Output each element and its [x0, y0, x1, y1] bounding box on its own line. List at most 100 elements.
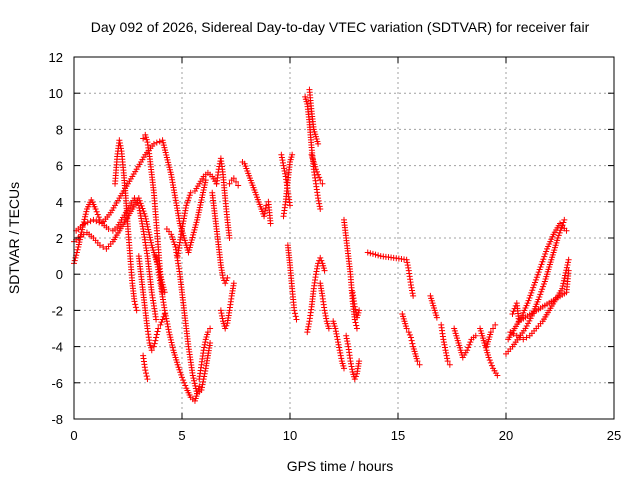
data-point	[538, 261, 545, 268]
data-point	[364, 249, 371, 256]
x-tick-label: 0	[70, 428, 77, 443]
data-point	[73, 249, 80, 256]
data-point	[167, 336, 174, 343]
data-point	[466, 341, 473, 348]
series-arc-am	[509, 267, 572, 325]
data-point	[185, 197, 192, 204]
data-marks	[71, 86, 572, 404]
data-point	[223, 277, 230, 284]
data-point	[317, 254, 324, 261]
data-point	[444, 358, 451, 365]
data-point	[179, 374, 185, 381]
x-axis-label: GPS time / hours	[287, 458, 394, 474]
data-point	[315, 195, 322, 202]
data-point	[338, 355, 345, 362]
y-tick-label: 8	[56, 122, 63, 137]
data-point	[81, 220, 88, 227]
data-point	[561, 216, 568, 223]
data-point	[189, 234, 196, 241]
series-arc-u	[306, 86, 322, 147]
data-point	[116, 139, 123, 146]
data-point	[526, 294, 533, 301]
data-point	[556, 229, 563, 236]
data-point	[133, 307, 140, 314]
data-point	[226, 235, 233, 241]
data-point	[535, 296, 542, 303]
data-point	[332, 328, 339, 335]
data-point	[555, 232, 562, 239]
data-point	[235, 182, 242, 189]
data-point	[416, 361, 423, 368]
data-point	[278, 154, 285, 161]
data-point	[492, 321, 499, 328]
data-point	[279, 159, 286, 166]
data-point	[153, 334, 160, 341]
data-point	[304, 326, 311, 333]
y-axis-label: SDTVAR / TECUs	[6, 182, 22, 294]
data-point	[196, 383, 203, 390]
data-point	[443, 349, 450, 356]
data-point	[488, 362, 495, 369]
data-point	[517, 334, 524, 341]
series-arc-y	[330, 318, 347, 372]
data-point	[138, 202, 145, 209]
data-point	[312, 166, 319, 173]
data-point	[157, 321, 164, 328]
data-point	[407, 282, 414, 289]
data-point	[261, 213, 268, 220]
data-point	[169, 233, 176, 240]
data-point	[292, 313, 299, 320]
data-point	[539, 258, 546, 265]
data-point	[185, 249, 192, 256]
data-point	[561, 275, 568, 282]
data-point	[352, 373, 359, 380]
data-point	[190, 231, 197, 238]
data-point	[140, 208, 147, 215]
data-point	[94, 211, 101, 218]
series-arc-w	[304, 254, 328, 336]
data-point	[145, 226, 152, 233]
series-arc-ae	[427, 292, 440, 321]
y-tick-label: 12	[49, 50, 63, 65]
data-point	[315, 171, 322, 178]
data-point	[202, 368, 209, 375]
data-point	[321, 267, 328, 274]
data-point	[356, 307, 363, 314]
data-point	[485, 354, 492, 361]
data-point	[565, 256, 572, 263]
data-point	[316, 200, 323, 207]
data-point	[170, 238, 177, 245]
data-point	[142, 367, 149, 374]
data-point	[150, 140, 157, 147]
data-point	[372, 251, 379, 258]
data-point	[192, 382, 199, 389]
data-point	[527, 292, 534, 299]
data-point	[332, 325, 339, 332]
data-point	[334, 336, 341, 343]
data-point	[163, 318, 170, 325]
series-arc-v	[308, 151, 326, 187]
data-point	[169, 344, 176, 351]
data-point	[146, 231, 153, 238]
x-tick-label: 15	[391, 428, 405, 443]
data-point	[131, 298, 138, 305]
data-point	[280, 162, 287, 169]
data-point	[187, 241, 194, 248]
data-point	[321, 307, 328, 314]
data-point	[322, 312, 329, 319]
data-point	[335, 341, 342, 348]
x-tick-label: 25	[607, 428, 621, 443]
data-point	[187, 189, 194, 196]
data-point	[153, 316, 160, 323]
data-point	[289, 151, 296, 158]
data-point	[95, 214, 102, 221]
data-point	[82, 213, 89, 220]
data-point	[92, 206, 99, 213]
data-point	[192, 224, 199, 231]
data-point	[167, 334, 174, 341]
data-point	[142, 213, 149, 220]
data-point	[539, 286, 546, 293]
data-point	[198, 387, 205, 394]
data-point	[139, 205, 146, 212]
